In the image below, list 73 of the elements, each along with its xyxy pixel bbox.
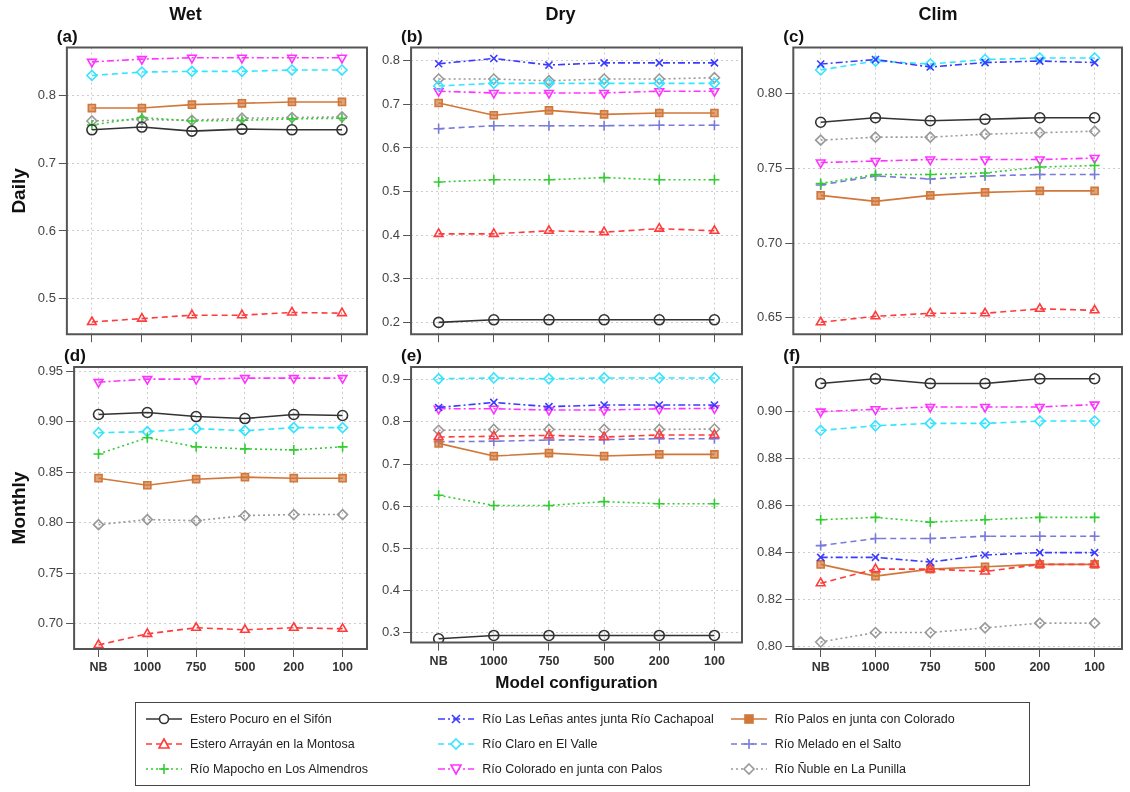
y-axis-title: Monthly	[7, 471, 29, 545]
legend-label: Estero Arrayán en la Montosa	[190, 736, 355, 751]
text: (f)	[783, 346, 801, 366]
y-tick-label: 0.6	[381, 497, 401, 513]
y-tick-label: 0.5	[381, 540, 401, 556]
y-tick-label: 0.8	[381, 52, 401, 68]
text: (b)	[401, 26, 423, 46]
x-tick-label: NB	[811, 659, 830, 674]
legend-label: Río Ñuble en La Punilla	[774, 761, 906, 776]
x-tick-label: 200	[648, 653, 670, 668]
legend-label: Río Mapocho en Los Almendros	[190, 761, 368, 776]
chart-title: Dry	[545, 3, 576, 24]
y-tick-label: 0.6	[381, 139, 401, 155]
text: (a)	[56, 26, 78, 46]
y-tick-label: 0.90	[37, 413, 64, 429]
legend-label: Río Claro en El Valle	[482, 736, 598, 751]
text: (e)	[401, 346, 422, 366]
y-tick-label: 0.3	[381, 624, 401, 640]
x-axis-title: Model configuration	[495, 673, 658, 693]
x-tick-label: 500	[593, 653, 615, 668]
x-tick-label: NB	[429, 653, 448, 668]
x-tick-label: 750	[919, 659, 941, 674]
x-tick-label: 1000	[133, 659, 162, 674]
legend-label: Estero Pocuro en el Sifón	[190, 712, 332, 727]
x-tick-label: 1000	[861, 659, 890, 674]
legend-label: Río Colorado en junta con Palos	[482, 761, 663, 776]
y-tick-label: 0.4	[381, 226, 401, 242]
x-tick-label: 200	[283, 659, 305, 674]
y-tick-label: 0.2	[381, 314, 401, 329]
y-tick-label: 0.5	[37, 290, 56, 306]
y-tick-label: 0.8	[37, 86, 56, 102]
y-tick-label: 0.86	[756, 497, 783, 513]
text: (d)	[64, 346, 86, 366]
y-tick-label: 0.6	[37, 222, 56, 238]
x-tick-label: 100	[1084, 659, 1106, 674]
legend-label: Río Las Leñas antes junta Río Cachapoal	[482, 712, 714, 727]
y-tick-label: 0.75	[756, 160, 783, 176]
y-tick-label: 0.82	[756, 591, 783, 607]
text: (c)	[783, 26, 805, 46]
y-tick-label: 0.7	[37, 154, 56, 170]
y-tick-label: 0.70	[756, 234, 783, 250]
legend-label: Río Palos en junta con Colorado	[774, 712, 955, 727]
x-tick-label: 100	[332, 659, 354, 674]
x-tick-label: 1000	[479, 653, 508, 668]
y-tick-label: 0.75	[37, 564, 64, 580]
y-tick-label: 0.5	[381, 183, 401, 199]
y-tick-label: 0.80	[756, 638, 783, 654]
y-tick-label: 0.4	[381, 582, 401, 598]
y-tick-label: 0.88	[756, 450, 783, 466]
x-tick-label: 500	[234, 659, 256, 674]
y-tick-label: 0.3	[381, 270, 401, 286]
y-tick-label: 0.95	[37, 362, 64, 378]
y-tick-label: 0.8	[381, 413, 401, 429]
chart-title: Clim	[918, 3, 958, 24]
x-tick-label: NB	[89, 659, 108, 674]
chart-title: Wet	[169, 3, 202, 24]
y-tick-label: 0.9	[381, 371, 401, 387]
y-tick-label: 0.80	[756, 85, 783, 101]
x-tick-label: 100	[703, 653, 725, 668]
y-tick-label: 0.70	[37, 615, 64, 631]
y-tick-label: 0.90	[756, 403, 783, 419]
x-tick-label: 750	[185, 659, 207, 674]
legend-label: Río Melado en el Salto	[774, 736, 902, 751]
y-tick-label: 0.80	[37, 514, 64, 530]
y-tick-label: 0.85	[37, 463, 64, 479]
y-tick-label: 0.7	[381, 455, 401, 471]
y-tick-label: 0.65	[756, 309, 783, 325]
y-tick-label: 0.7	[381, 95, 401, 111]
x-tick-label: 750	[538, 653, 560, 668]
y-tick-label: 0.84	[756, 544, 783, 560]
x-tick-label: 200	[1029, 659, 1051, 674]
x-tick-label: 500	[974, 659, 996, 674]
y-axis-title: Daily	[7, 167, 29, 214]
